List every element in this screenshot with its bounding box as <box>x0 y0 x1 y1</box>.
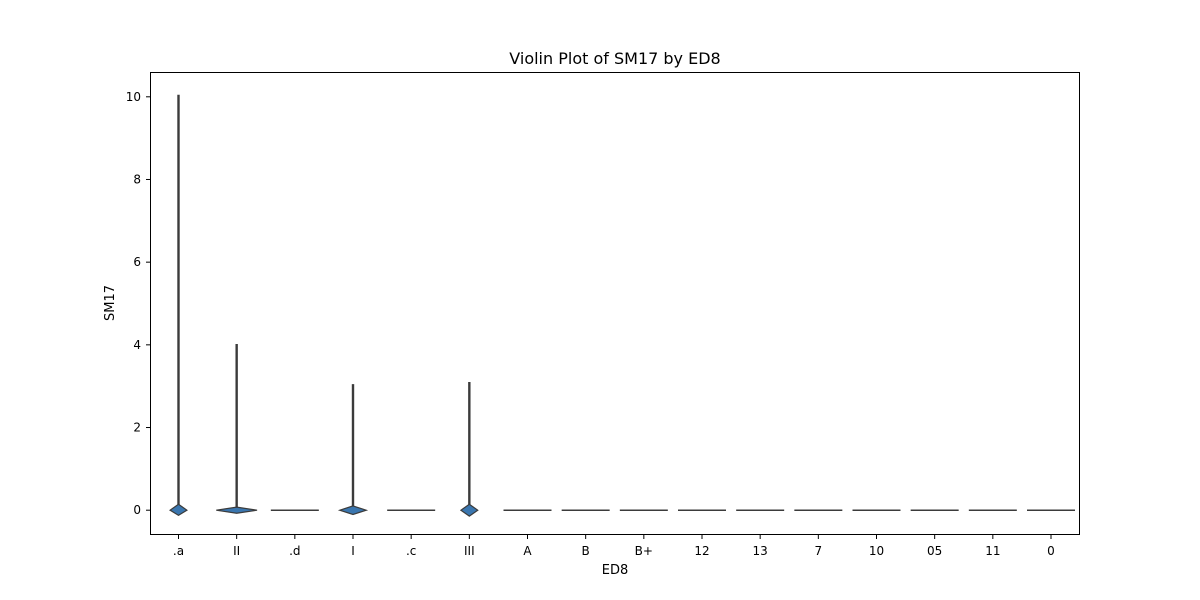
x-tick-label: II <box>233 544 240 558</box>
x-tick-label: 05 <box>927 544 942 558</box>
y-tick-label: 4 <box>133 338 141 352</box>
violin-III <box>459 382 479 517</box>
x-tick-label: 12 <box>694 544 709 558</box>
x-tick-label: B+ <box>635 544 653 558</box>
chart-title: Violin Plot of SM17 by ED8 <box>509 49 720 68</box>
x-tick-label: I <box>351 544 355 558</box>
violin-I <box>337 384 369 516</box>
x-tick-label: 10 <box>869 544 884 558</box>
violin-II <box>216 344 258 514</box>
x-tick-label: A <box>523 544 532 558</box>
plot-frame <box>150 72 1080 535</box>
x-tick-label: B <box>582 544 590 558</box>
x-tick-label: 7 <box>815 544 823 558</box>
x-tick-label: .c <box>406 544 416 558</box>
y-tick-label: 8 <box>133 172 141 186</box>
y-tick-label: 2 <box>133 421 141 435</box>
violin-body <box>169 503 188 517</box>
x-tick-label: 0 <box>1047 544 1055 558</box>
violins-layer <box>169 94 1075 517</box>
y-tick-label: 0 <box>133 503 141 517</box>
x-tick-label: .d <box>289 544 300 558</box>
x-tick-label: 11 <box>985 544 1000 558</box>
x-tick-label: .a <box>173 544 184 558</box>
x-tick-label: III <box>464 544 475 558</box>
y-axis: 0 2 4 6 8 10 <box>126 90 150 517</box>
violin-.a <box>169 94 188 517</box>
x-tick-label: 13 <box>753 544 768 558</box>
violin-body <box>459 503 479 517</box>
x-axis: .a II .d I .c III A B B+ 12 13 7 10 05 11 0 <box>173 535 1055 558</box>
y-tick-label: 6 <box>133 255 141 269</box>
violin-body <box>216 506 258 514</box>
y-tick-label: 10 <box>126 90 141 104</box>
x-axis-title: ED8 <box>602 563 629 578</box>
violin-body <box>337 505 369 516</box>
y-axis-title: SM17 <box>103 285 118 321</box>
